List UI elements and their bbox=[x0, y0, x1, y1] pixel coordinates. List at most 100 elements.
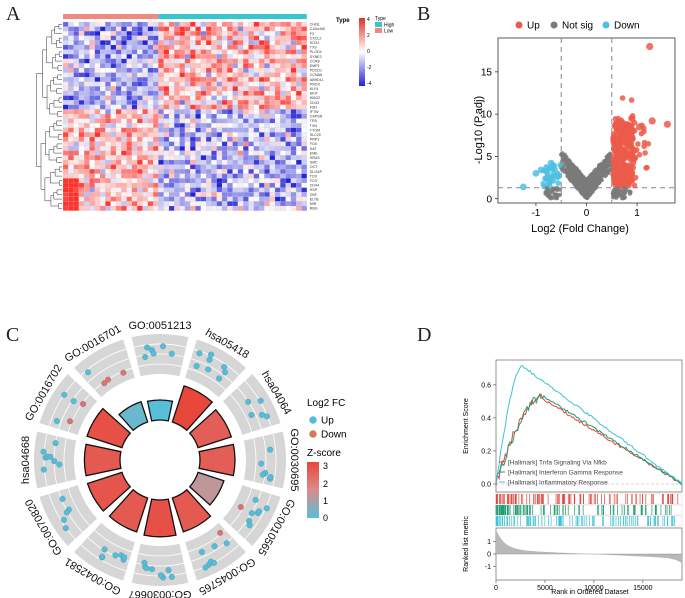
volcano-point bbox=[588, 181, 593, 186]
volcano-point bbox=[572, 180, 578, 185]
heatmap-cell bbox=[221, 104, 228, 110]
heatmap-cell bbox=[248, 192, 254, 197]
heatmap-cell bbox=[153, 132, 159, 138]
heatmap-cell bbox=[264, 54, 270, 59]
heatmap-cell bbox=[296, 31, 302, 36]
heatmap-cell bbox=[153, 136, 159, 142]
heatmap-cell bbox=[253, 205, 260, 211]
heatmap-cell bbox=[269, 35, 276, 41]
heatmap-cell bbox=[253, 100, 260, 105]
heatmap-cell bbox=[100, 77, 106, 82]
heatmap-cell bbox=[100, 150, 106, 156]
heatmap-cell bbox=[94, 26, 101, 32]
heatmap-cell bbox=[100, 196, 106, 202]
heatmap-cell bbox=[126, 113, 133, 119]
heatmap-cell bbox=[237, 77, 244, 82]
heatmap-cell bbox=[121, 173, 127, 179]
heatmap-cell bbox=[206, 90, 212, 96]
heatmap-cell bbox=[280, 44, 286, 50]
heatmap-cell bbox=[290, 201, 297, 207]
heatmap-cell bbox=[232, 173, 239, 179]
heatmap-cell bbox=[78, 178, 85, 184]
heatmap-cell bbox=[115, 104, 122, 110]
logfc-point bbox=[144, 344, 151, 351]
volcano-point bbox=[611, 157, 617, 164]
heatmap-cell bbox=[62, 104, 69, 110]
heatmap-cell bbox=[94, 192, 101, 197]
heatmap-cell bbox=[62, 123, 69, 128]
heatmap-cell bbox=[94, 196, 101, 202]
heatmap-cell bbox=[126, 100, 133, 105]
heatmap-cell bbox=[264, 109, 270, 115]
heatmap-cell bbox=[174, 146, 180, 151]
heatmap-cell bbox=[264, 26, 270, 32]
heatmap-cell bbox=[163, 31, 170, 36]
heatmap-cell bbox=[105, 205, 111, 211]
gene-label: TRD bbox=[310, 119, 318, 123]
heatmap-cell bbox=[163, 201, 170, 207]
heatmap-cell bbox=[105, 67, 111, 73]
heatmap-cell bbox=[89, 182, 95, 188]
heatmap-cell bbox=[110, 67, 117, 73]
heatmap-cell bbox=[73, 81, 80, 87]
heatmap-cell bbox=[195, 127, 201, 133]
heatmap-cell bbox=[137, 104, 143, 110]
heatmap-cell bbox=[110, 21, 117, 27]
heatmap-cell bbox=[290, 146, 297, 151]
volcano-point bbox=[519, 183, 527, 191]
volcano-point bbox=[598, 168, 603, 173]
heatmap-cell bbox=[206, 40, 212, 46]
heatmap-cell bbox=[232, 86, 239, 92]
heatmap-cell bbox=[142, 182, 148, 188]
heatmap-cell bbox=[184, 63, 191, 69]
volcano-point bbox=[569, 163, 575, 169]
heatmap-cell bbox=[280, 182, 286, 188]
volcano-point bbox=[625, 162, 632, 169]
grid-ring bbox=[136, 562, 184, 567]
heatmap-cell bbox=[68, 54, 74, 59]
volcano-point bbox=[581, 190, 586, 195]
heatmap-cell bbox=[84, 26, 90, 32]
heatmap-cell bbox=[280, 155, 286, 161]
grid-ring bbox=[94, 529, 133, 553]
heatmap-cell bbox=[142, 146, 148, 151]
heatmap-cell bbox=[68, 127, 74, 133]
heatmap-cell bbox=[200, 187, 207, 193]
heatmap-cell bbox=[237, 201, 244, 207]
heatmap-cell bbox=[105, 44, 111, 50]
heatmap-cell bbox=[285, 169, 292, 174]
heatmap-cell bbox=[110, 164, 117, 170]
heatmap-cell bbox=[115, 205, 122, 211]
heatmap-cell bbox=[227, 90, 233, 96]
heatmap-cell bbox=[253, 150, 260, 156]
heatmap-cell bbox=[269, 72, 276, 78]
heatmap-cell bbox=[206, 132, 212, 138]
heatmap-cell bbox=[126, 136, 133, 142]
grid-ring bbox=[262, 436, 267, 484]
heatmap-cell bbox=[163, 72, 170, 78]
zscore-bar bbox=[86, 407, 132, 449]
heatmap-cell bbox=[147, 173, 154, 179]
heatmap-cell bbox=[195, 54, 201, 59]
heatmap-cell bbox=[232, 31, 239, 36]
heatmap-cell bbox=[269, 123, 276, 128]
heatmap-cell bbox=[184, 159, 191, 165]
heatmap-cell bbox=[168, 95, 175, 101]
heatmap-cell bbox=[237, 127, 244, 133]
heatmap-cell bbox=[147, 21, 154, 27]
heatmap-cell bbox=[100, 95, 106, 101]
heatmap-cell bbox=[248, 201, 254, 207]
heatmap-cell bbox=[184, 118, 191, 124]
heatmap-cell bbox=[94, 187, 101, 193]
heatmap-cell bbox=[153, 169, 159, 174]
heatmap-cell bbox=[174, 90, 180, 96]
heatmap-cell bbox=[280, 58, 286, 64]
heatmap-cell bbox=[221, 141, 228, 147]
heatmap-cell bbox=[174, 113, 180, 119]
heatmap-cell bbox=[280, 21, 286, 27]
heatmap-cell bbox=[131, 63, 138, 69]
heatmap-cell bbox=[280, 118, 286, 124]
logfc-point bbox=[101, 380, 108, 387]
heatmap-cell bbox=[243, 58, 249, 64]
heatmap-cell bbox=[84, 21, 90, 27]
